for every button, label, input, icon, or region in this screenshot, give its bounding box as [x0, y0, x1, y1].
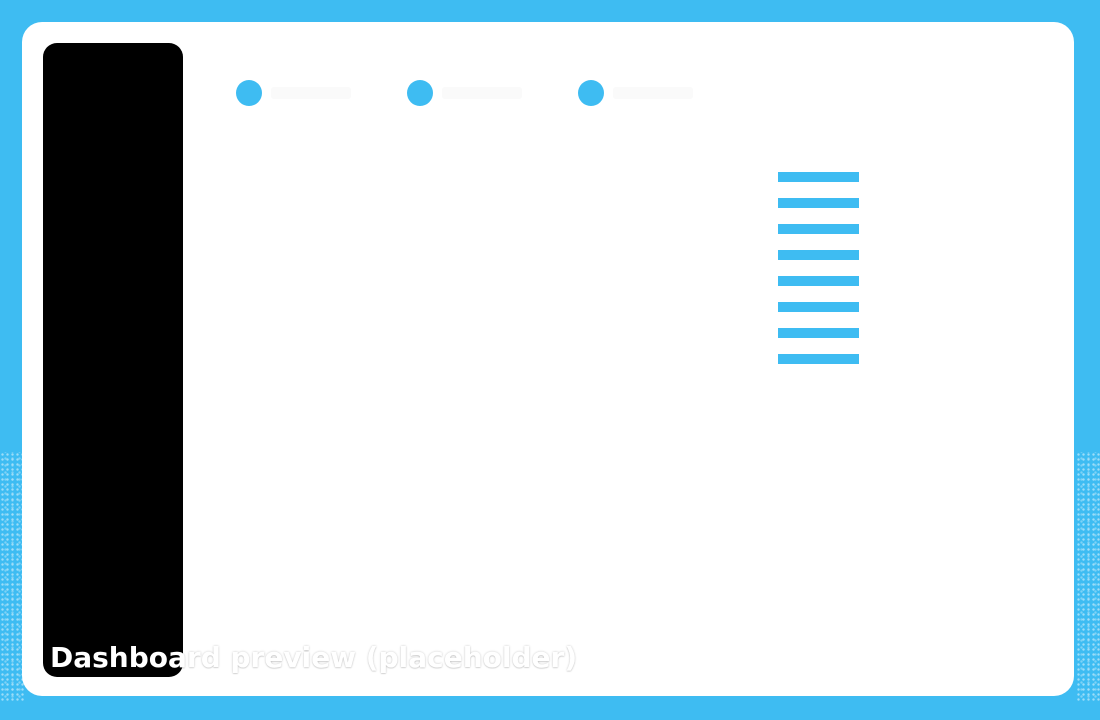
page-caption: Dashboard preview (placeholder) [50, 641, 578, 674]
nav-item-1[interactable] [236, 80, 351, 106]
content-bar [778, 172, 859, 182]
content-bar [778, 354, 859, 364]
right-edge-noise-texture [1076, 452, 1100, 702]
nav-item-3[interactable] [578, 80, 693, 106]
sidebar [43, 43, 183, 677]
left-edge-noise-texture [0, 452, 24, 702]
nav-dot-icon [407, 80, 433, 106]
content-bar [778, 250, 859, 260]
content-bar [778, 276, 859, 286]
content-bar [778, 198, 859, 208]
nav-label-placeholder [442, 87, 522, 99]
nav-dot-icon [236, 80, 262, 106]
nav-item-2[interactable] [407, 80, 522, 106]
content-bar [778, 224, 859, 234]
nav-dot-icon [578, 80, 604, 106]
content-bar-list [778, 172, 859, 380]
main-card [22, 22, 1074, 696]
nav-label-placeholder [613, 87, 693, 99]
content-bar [778, 328, 859, 338]
top-nav [236, 80, 693, 106]
nav-label-placeholder [271, 87, 351, 99]
content-bar [778, 302, 859, 312]
